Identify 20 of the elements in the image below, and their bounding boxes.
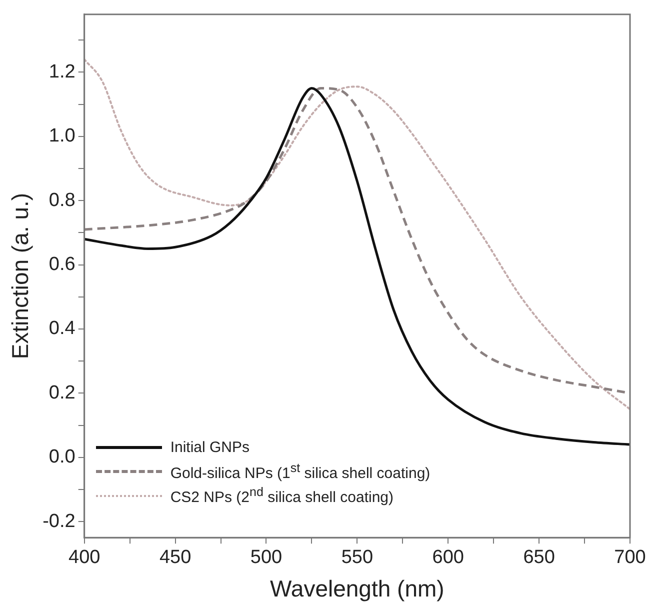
y-tick-label: 0.0 (48, 446, 76, 468)
x-tick-label: 650 (523, 547, 555, 568)
x-tick-label: 500 (250, 547, 282, 568)
x-tick-label: 700 (614, 547, 646, 568)
x-tick-label: 450 (159, 547, 192, 568)
x-tick-label: 400 (68, 547, 100, 568)
x-axis-title: Wavelength (nm) (270, 576, 444, 602)
y-tick-label: 0.8 (48, 190, 76, 211)
legend-label: Initial GNPs (170, 439, 250, 456)
legend-label: CS2 NPs (2$^{nd}$ silica shell coating) (170, 485, 394, 506)
y-axis-title: Extinction (a. u.) (7, 192, 34, 360)
y-tick-label: 0.6 (48, 254, 76, 275)
legend-label: Gold-silica NPs (1$^{st}$ silica shell coating) (170, 461, 430, 482)
y-tick-label: -0.2 (42, 510, 76, 532)
x-tick-label: 550 (341, 547, 374, 568)
y-tick-label: 1.2 (48, 61, 76, 82)
y-tick-label: 0.4 (48, 318, 76, 340)
x-tick-label: 600 (432, 547, 464, 568)
y-tick-label: 0.2 (48, 382, 76, 404)
y-tick-label: 1.0 (48, 126, 76, 147)
